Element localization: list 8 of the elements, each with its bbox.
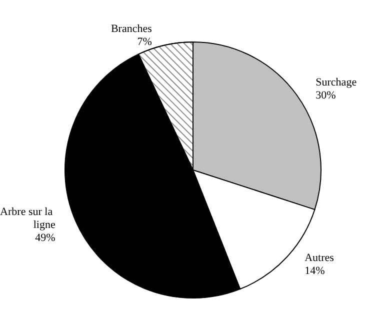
slice-label: Branches	[110, 22, 152, 35]
slice-label: Surchage	[316, 76, 357, 88]
slice-label: Arbre sur la ligne	[0, 206, 56, 231]
data-label: 30%	[316, 89, 336, 102]
data-label: 49%	[35, 232, 56, 244]
data-label: 14%	[304, 264, 325, 277]
data-label: 7%	[137, 36, 152, 48]
slice-label: Autres	[304, 252, 334, 264]
